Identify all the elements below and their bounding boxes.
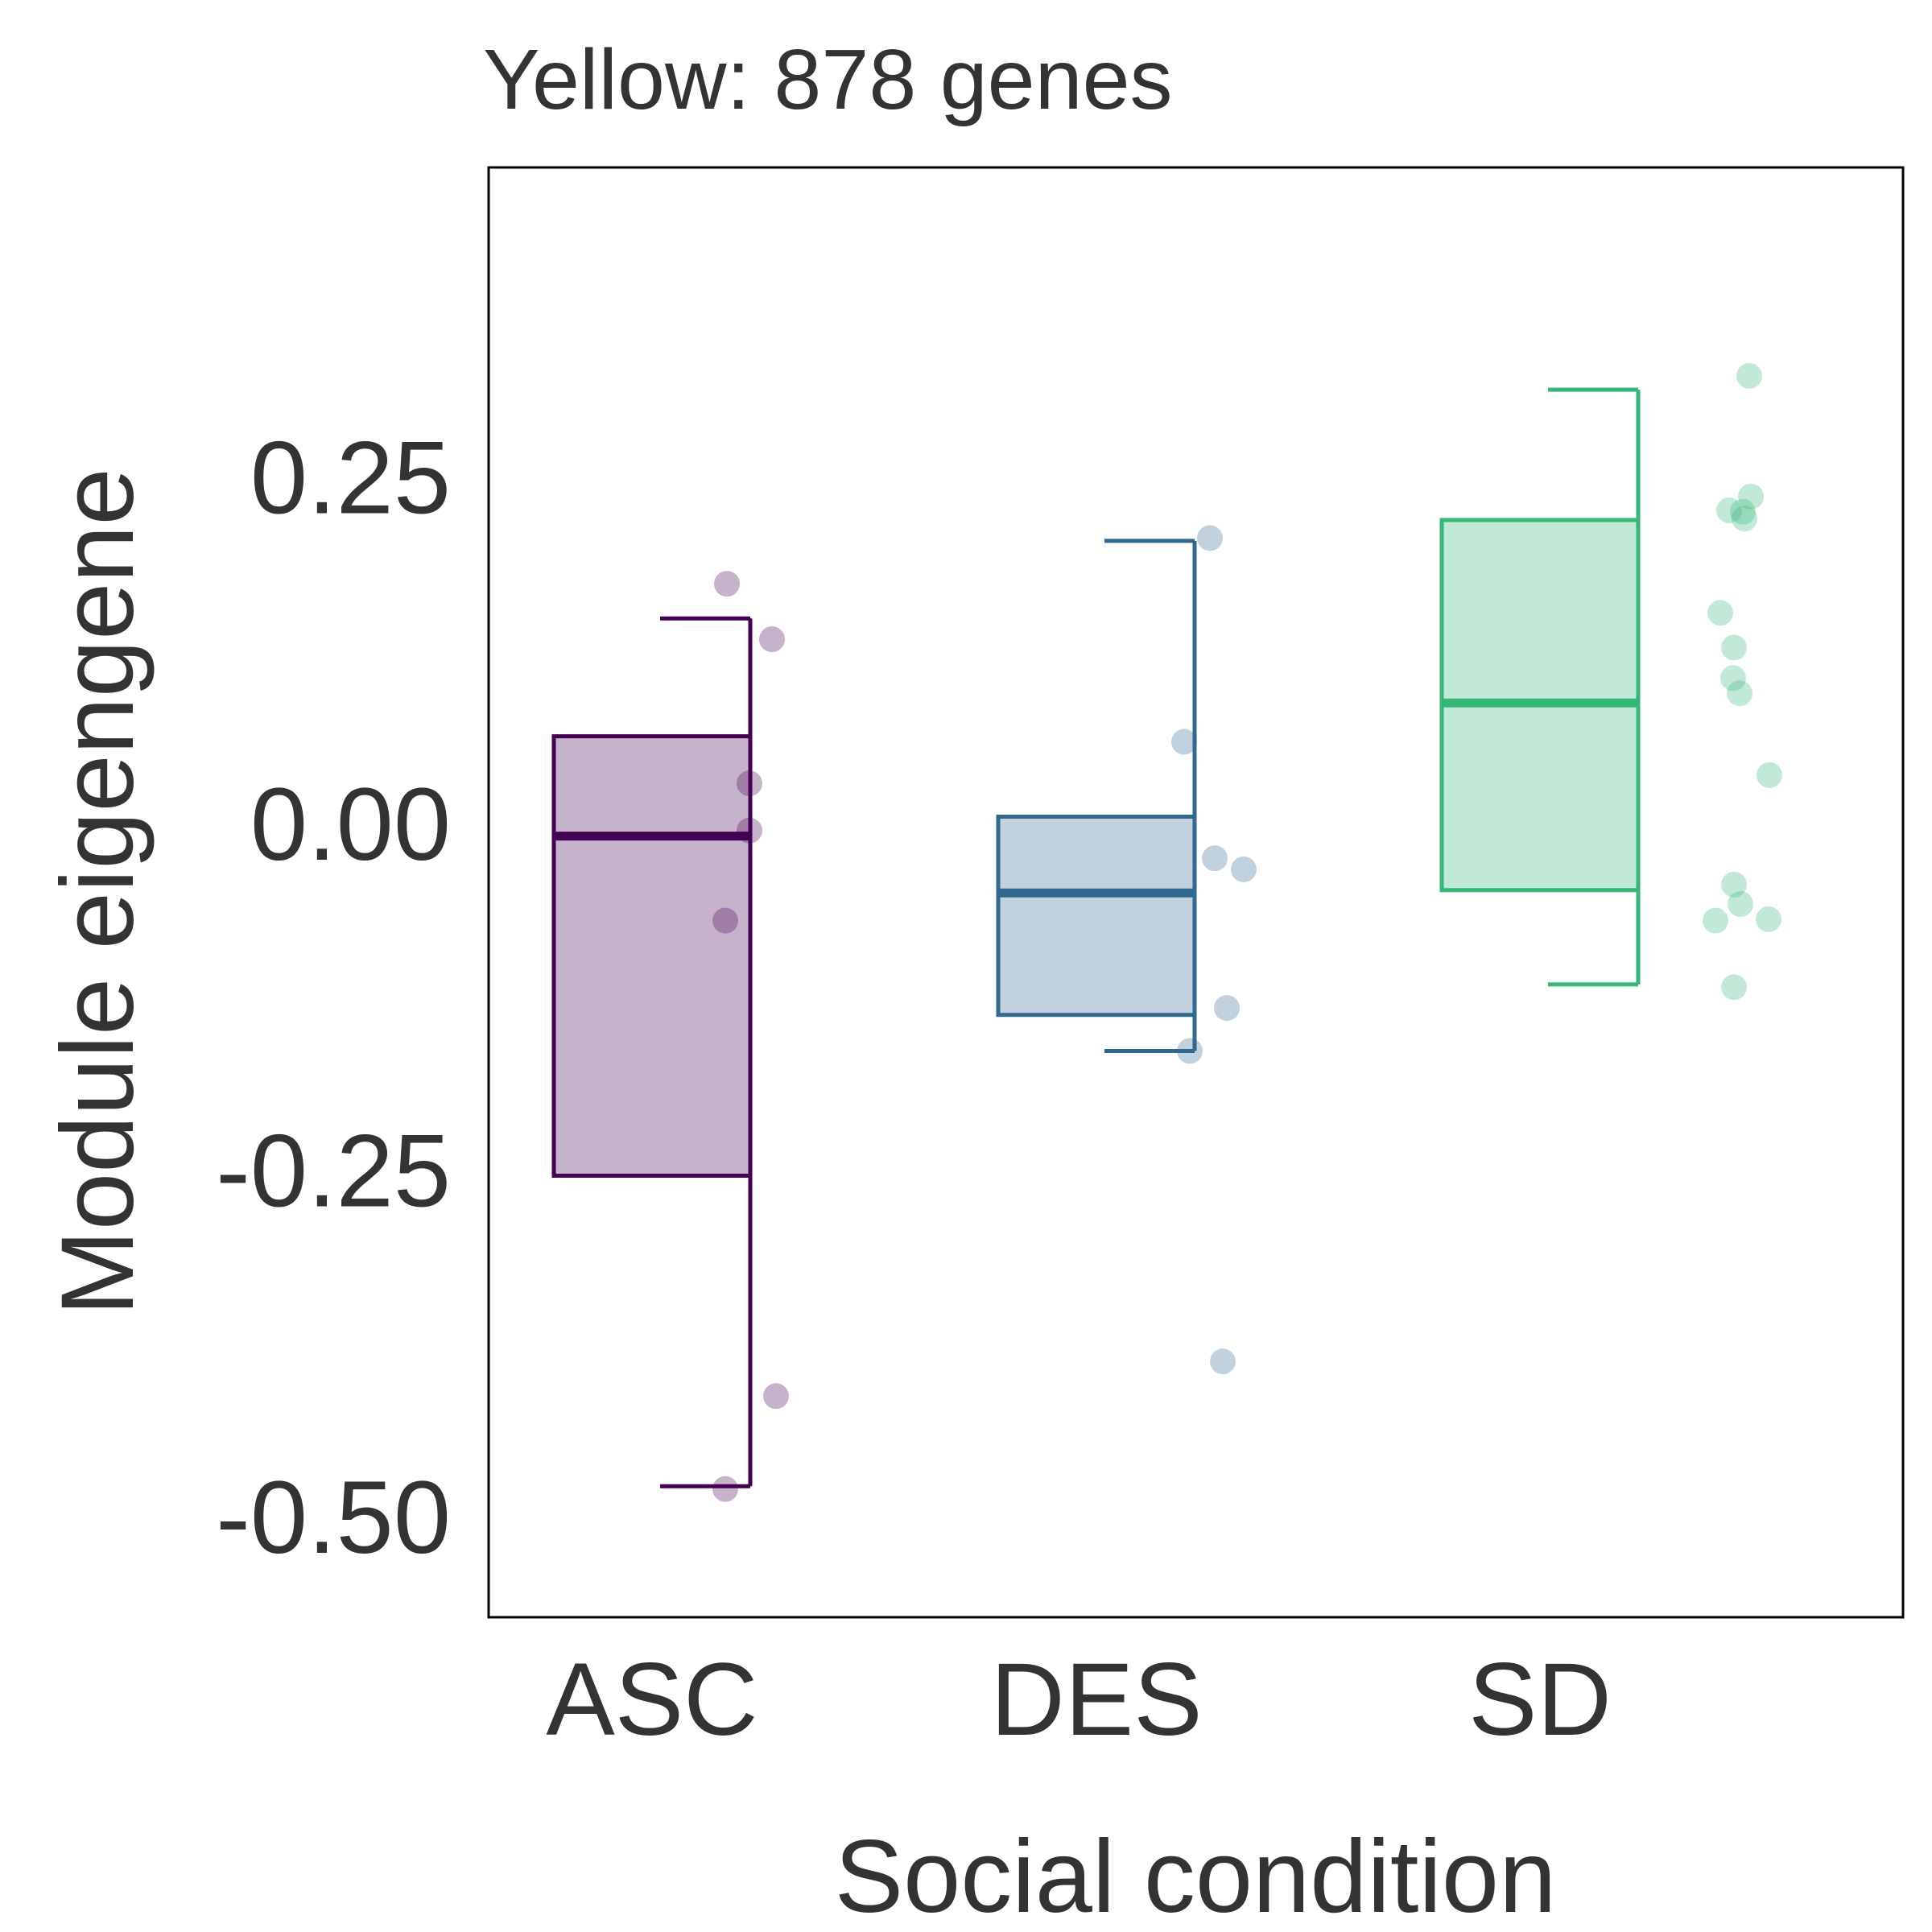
data-point-sd: [1721, 871, 1747, 898]
data-point-sd: [1720, 665, 1746, 691]
y-axis-label: Module eigengene: [40, 468, 155, 1315]
data-point-sd: [1716, 497, 1742, 523]
box-body-des: [996, 815, 1197, 1018]
x-axis-label: Social condition: [835, 1819, 1557, 1932]
y-tick-label: -0.50: [216, 1460, 451, 1575]
data-point-sd: [1756, 906, 1781, 932]
x-tick-label-sd: SD: [1468, 1642, 1612, 1757]
box-des: [996, 539, 1197, 1054]
data-point-des: [1177, 1038, 1203, 1064]
data-point-des: [1210, 1348, 1236, 1375]
data-point-asc: [763, 1383, 789, 1410]
y-tick-label: 0.00: [250, 767, 451, 882]
y-tick-label: 0.25: [250, 421, 451, 536]
plot-frame: [487, 166, 1905, 1619]
data-point-asc: [712, 1476, 738, 1502]
box-sd: [1439, 387, 1641, 987]
data-point-sd: [1728, 890, 1753, 917]
data-point-sd: [1738, 483, 1764, 510]
y-tick-label: -0.25: [216, 1114, 451, 1229]
data-point-sd: [1707, 600, 1733, 626]
data-point-asc: [737, 770, 762, 797]
data-point-des: [1171, 729, 1197, 755]
data-point-sd: [1727, 680, 1752, 707]
data-point-sd: [1757, 762, 1782, 788]
x-axis-ticks: ASC DES SD: [546, 1642, 1612, 1757]
data-point-des: [1202, 845, 1228, 872]
x-tick-label-des: DES: [990, 1642, 1202, 1757]
box-asc: [551, 616, 753, 1488]
data-point-asc: [759, 626, 785, 653]
data-point-asc: [712, 907, 738, 934]
box-plots: [551, 387, 1641, 1488]
data-point-des: [1214, 995, 1240, 1022]
y-axis-ticks: 0.25 0.00 -0.25 -0.50: [216, 421, 451, 1576]
data-point-sd: [1703, 907, 1728, 934]
data-point-asc: [737, 817, 762, 844]
box-body-asc: [551, 734, 753, 1178]
data-point-des: [1197, 525, 1223, 551]
data-point-asc: [714, 571, 740, 597]
data-point-sd: [1721, 634, 1747, 661]
data-points: [712, 362, 1782, 1502]
data-point-sd: [1730, 498, 1756, 525]
data-point-des: [1231, 856, 1257, 882]
data-point-sd: [1732, 506, 1757, 532]
x-tick-label-asc: ASC: [546, 1642, 758, 1757]
chart-title: Yellow: 878 genes: [483, 32, 1173, 127]
data-point-sd: [1736, 362, 1762, 389]
data-point-sd: [1721, 974, 1747, 1001]
